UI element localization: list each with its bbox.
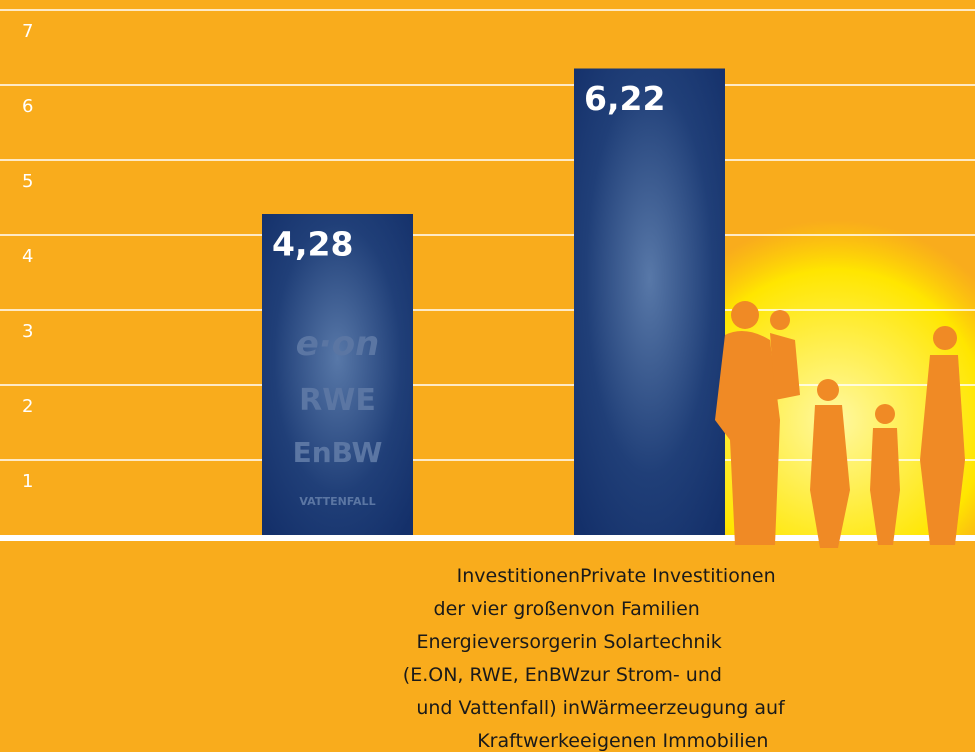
value-label: 4,28 — [272, 225, 353, 264]
y-tick-label: 2 — [22, 396, 33, 417]
y-tick-label: 1 — [22, 471, 33, 492]
value-label: 6,22 — [584, 79, 665, 118]
y-tick-label: 4 — [22, 246, 33, 267]
logo-text: VATTENFALL — [299, 495, 375, 508]
y-tick-label: 7 — [22, 21, 33, 42]
bar — [574, 69, 725, 536]
logo-text: RWE — [299, 383, 376, 418]
logo-text: e·on — [296, 324, 380, 364]
y-tick-label: 5 — [22, 171, 33, 192]
logo-text: EnBW — [293, 436, 383, 469]
y-tick-label: 6 — [22, 96, 33, 117]
y-tick-label: 3 — [22, 321, 33, 342]
chart: 1 2 3 4 5 6 7 4,28 Investitionender vier großenE… — [0, 0, 975, 752]
